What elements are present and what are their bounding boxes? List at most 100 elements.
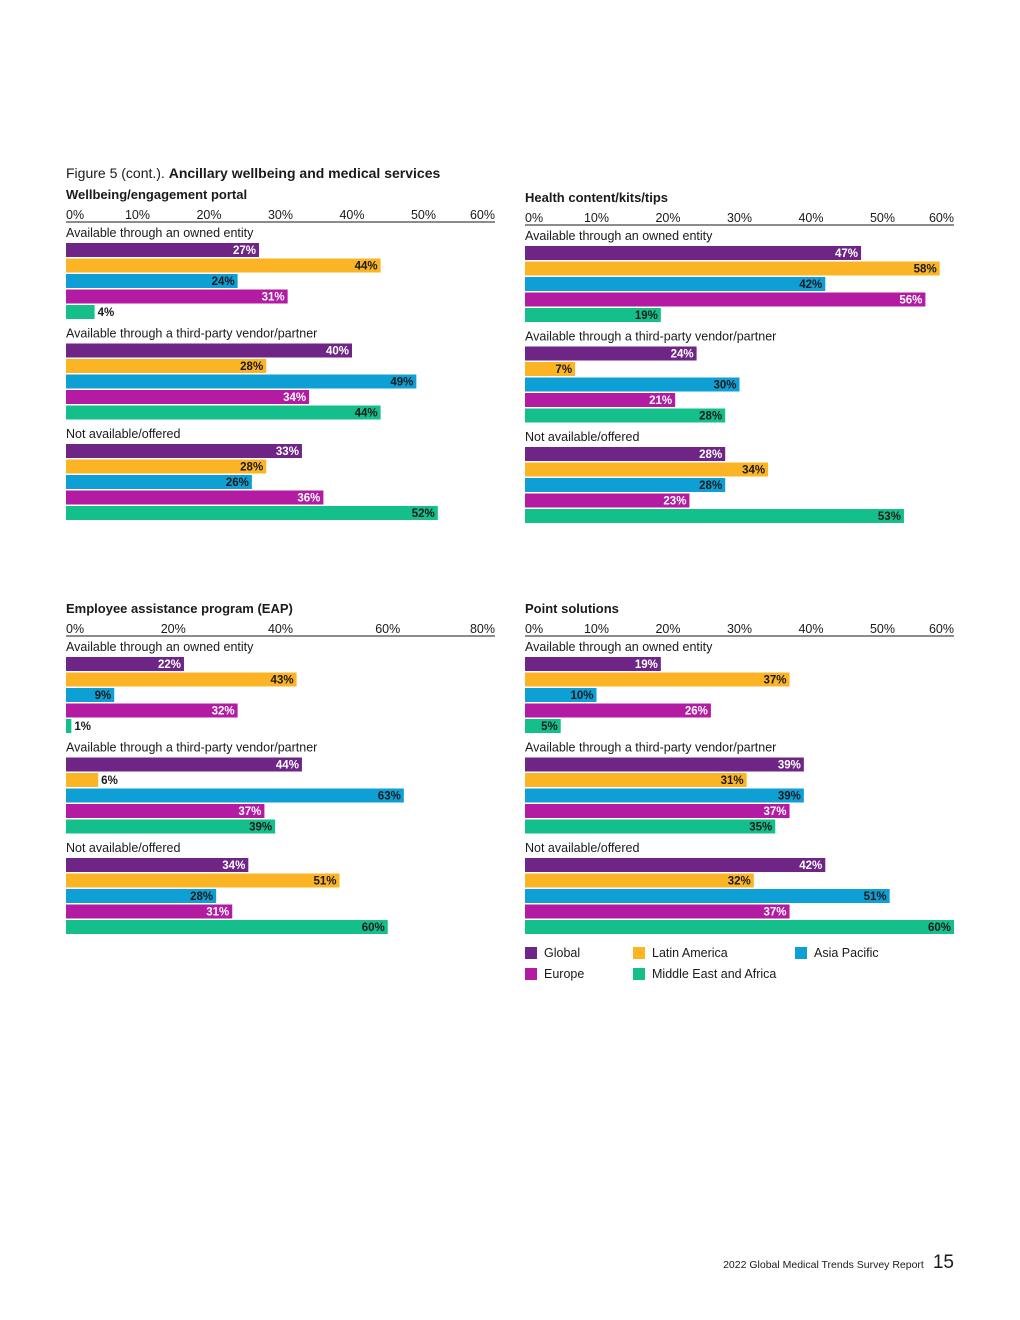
data-label: 28% — [240, 361, 263, 373]
bar-asia-pacific — [525, 478, 726, 492]
bar-middle-east-and-africa — [525, 719, 561, 733]
data-label: 44% — [276, 760, 299, 772]
legend-label-asia-pacific: Asia Pacific — [814, 946, 879, 960]
data-label: 27% — [233, 245, 256, 257]
bar-global — [66, 343, 352, 358]
bar-europe — [66, 703, 238, 718]
group-label: Not available/offered — [66, 427, 180, 441]
chart-point-solutions: Point solutions 0% 10% 20% 30% 40% 50% 60% Avail… — [525, 600, 954, 940]
chart-title-wellbeing-engagement-portal: Wellbeing/engagement portal — [66, 187, 247, 202]
bar-europe — [66, 289, 288, 304]
tick-label: 20% — [196, 208, 221, 222]
bar-europe — [525, 804, 790, 818]
data-label: 34% — [283, 392, 306, 404]
bar-middle-east-and-africa — [525, 408, 726, 423]
footer-report-title: 2022 Global Medical Trends Survey Report — [723, 1259, 924, 1271]
bar-europe — [66, 804, 265, 818]
chart-eap: Employee assistance program (EAP) 0% 20% 40… — [66, 600, 495, 940]
figure-title: Figure 5 (cont.). Ancillary wellbeing an… — [66, 165, 440, 181]
bar-europe — [525, 493, 690, 508]
data-label: 34% — [222, 860, 245, 872]
bar-asia-pacific — [66, 475, 252, 489]
tick-label: 10% — [584, 622, 609, 636]
tick-label: 10% — [125, 208, 150, 222]
group-label: Available through a third-party vendor/p… — [66, 741, 317, 755]
legend-item-europe: Europe — [525, 967, 584, 981]
data-label: 63% — [378, 791, 401, 803]
data-label: 19% — [635, 310, 658, 322]
tick-label: 40% — [268, 622, 293, 636]
data-label: 44% — [355, 408, 378, 420]
group-label: Available through a third-party vendor/p… — [66, 327, 317, 341]
data-label: 51% — [313, 876, 336, 888]
bar-latin-america — [525, 672, 790, 687]
bar-europe — [66, 904, 233, 919]
data-label: 24% — [212, 276, 235, 288]
data-label: 28% — [190, 891, 213, 903]
data-label: 21% — [649, 395, 672, 407]
data-label: 1% — [74, 721, 91, 733]
data-label: 47% — [835, 248, 858, 260]
legend-swatch-asia-pacific — [795, 947, 807, 959]
data-label: 32% — [728, 876, 751, 888]
tick-label: 50% — [870, 622, 895, 636]
chart-title-point-solutions: Point solutions — [525, 601, 619, 616]
bar-middle-east-and-africa — [66, 405, 381, 420]
bar-global — [66, 858, 249, 872]
tick-label: 40% — [798, 211, 823, 225]
legend-swatch-global — [525, 947, 537, 959]
data-label: 32% — [212, 706, 235, 718]
tick-label: 10% — [584, 211, 609, 225]
data-label: 35% — [749, 822, 772, 834]
bar-latin-america — [66, 258, 381, 273]
data-label: 6% — [101, 775, 118, 787]
tick-label: 30% — [268, 208, 293, 222]
tick-label: 0% — [66, 208, 84, 222]
data-label: 36% — [297, 493, 320, 505]
data-label: 5% — [541, 721, 558, 733]
bar-global — [66, 757, 302, 772]
bar-middle-east-and-africa — [66, 819, 276, 834]
tick-label: 20% — [655, 211, 680, 225]
legend-swatch-europe — [525, 968, 537, 980]
data-label: 7% — [555, 364, 572, 376]
tick-label: 0% — [525, 211, 543, 225]
legend-label-global: Global — [544, 946, 581, 960]
bar-asia-pacific — [66, 788, 404, 803]
data-label: 33% — [276, 446, 299, 458]
data-label: 24% — [671, 349, 694, 361]
legend-item-asia-pacific: Asia Pacific — [795, 946, 879, 960]
bar-latin-america — [66, 873, 340, 888]
group-label: Available through a third-party vendor/p… — [525, 330, 776, 344]
bar-asia-pacific — [525, 377, 740, 392]
group-label: Available through an owned entity — [525, 229, 713, 243]
data-label: 30% — [713, 380, 736, 392]
bar-latin-america — [525, 773, 747, 787]
data-label: 9% — [95, 690, 112, 702]
bar-europe — [525, 292, 926, 307]
data-label: 37% — [764, 675, 787, 687]
data-label: 53% — [878, 511, 901, 523]
bar-global — [525, 858, 826, 872]
group-label: Not available/offered — [525, 841, 639, 855]
tick-label: 0% — [525, 622, 543, 636]
bar-middle-east-and-africa — [66, 305, 95, 319]
bar-asia-pacific — [525, 889, 890, 903]
data-label: 28% — [699, 411, 722, 423]
bar-global — [525, 757, 804, 772]
tick-label: 30% — [727, 622, 752, 636]
bar-asia-pacific — [66, 274, 238, 288]
data-label: 60% — [362, 922, 385, 934]
data-label: 49% — [390, 377, 413, 389]
data-label: 31% — [206, 907, 229, 919]
bar-asia-pacific — [66, 889, 217, 903]
data-label: 28% — [699, 480, 722, 492]
chart-title-employee-assistance-program-eap: Employee assistance program (EAP) — [66, 601, 293, 616]
data-label: 4% — [98, 307, 115, 319]
legend-swatch-middle-east-africa — [633, 968, 645, 980]
data-label: 28% — [699, 449, 722, 461]
data-label: 39% — [778, 760, 801, 772]
data-label: 34% — [742, 465, 765, 477]
tick-label: 40% — [798, 622, 823, 636]
page-footer: 2022 Global Medical Trends Survey Report… — [723, 1252, 954, 1274]
